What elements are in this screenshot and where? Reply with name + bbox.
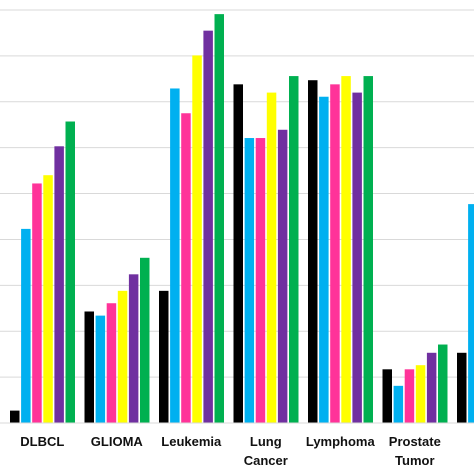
bar <box>203 30 213 424</box>
bar <box>415 365 426 423</box>
bar <box>181 113 191 423</box>
bar <box>457 352 467 423</box>
bar <box>319 96 329 423</box>
bar <box>308 80 318 424</box>
bar <box>159 290 169 423</box>
bar <box>106 303 117 423</box>
bar <box>330 84 340 423</box>
bar <box>32 183 42 423</box>
bar <box>140 257 150 423</box>
bar <box>266 92 277 423</box>
x-tick-label-line: DLBCL <box>20 434 64 449</box>
x-tick-label-line: Lymphoma <box>306 434 376 449</box>
bar <box>170 88 180 423</box>
bar <box>43 175 53 423</box>
bars <box>10 14 474 424</box>
bar <box>341 76 351 423</box>
bar <box>95 315 106 423</box>
bar <box>426 352 437 423</box>
x-tick-label-line: GLIOMA <box>91 434 144 449</box>
x-tick-label-line: Lung <box>250 434 282 449</box>
x-tick-label: Prostate Tumor <box>389 434 441 468</box>
x-tick-label-line: Cancer <box>244 453 288 468</box>
bar <box>192 55 202 424</box>
bar <box>10 410 20 423</box>
bar <box>277 129 288 423</box>
x-tick-label: Leukemia <box>161 434 222 449</box>
bar <box>393 385 404 423</box>
bar <box>65 121 75 423</box>
bar <box>382 369 392 423</box>
bar <box>233 84 243 423</box>
x-tick-label-line: Tumor <box>395 453 434 468</box>
x-tick-label: Lung Cancer <box>244 434 288 468</box>
x-tick-label-line: Prostate <box>389 434 441 449</box>
bar <box>289 76 299 423</box>
bar <box>21 228 31 423</box>
bar <box>438 344 448 423</box>
bar <box>84 311 94 423</box>
x-tick-labels: DLBCL GLIOMA Leukemia Lung Cancer Lymphoma Pro… <box>20 434 441 468</box>
x-tick-label: GLIOMA <box>91 434 144 449</box>
bar <box>404 369 415 423</box>
bar <box>468 204 474 423</box>
x-tick-label: DLBCL <box>20 434 64 449</box>
bar <box>117 290 128 423</box>
bar <box>54 146 64 424</box>
bar <box>255 138 266 423</box>
bar <box>352 92 362 423</box>
bar <box>128 274 139 423</box>
bar <box>214 14 224 423</box>
x-tick-label: Lymphoma <box>306 434 376 449</box>
bar <box>244 138 255 423</box>
bar <box>363 76 373 423</box>
x-tick-label-line: Leukemia <box>161 434 222 449</box>
